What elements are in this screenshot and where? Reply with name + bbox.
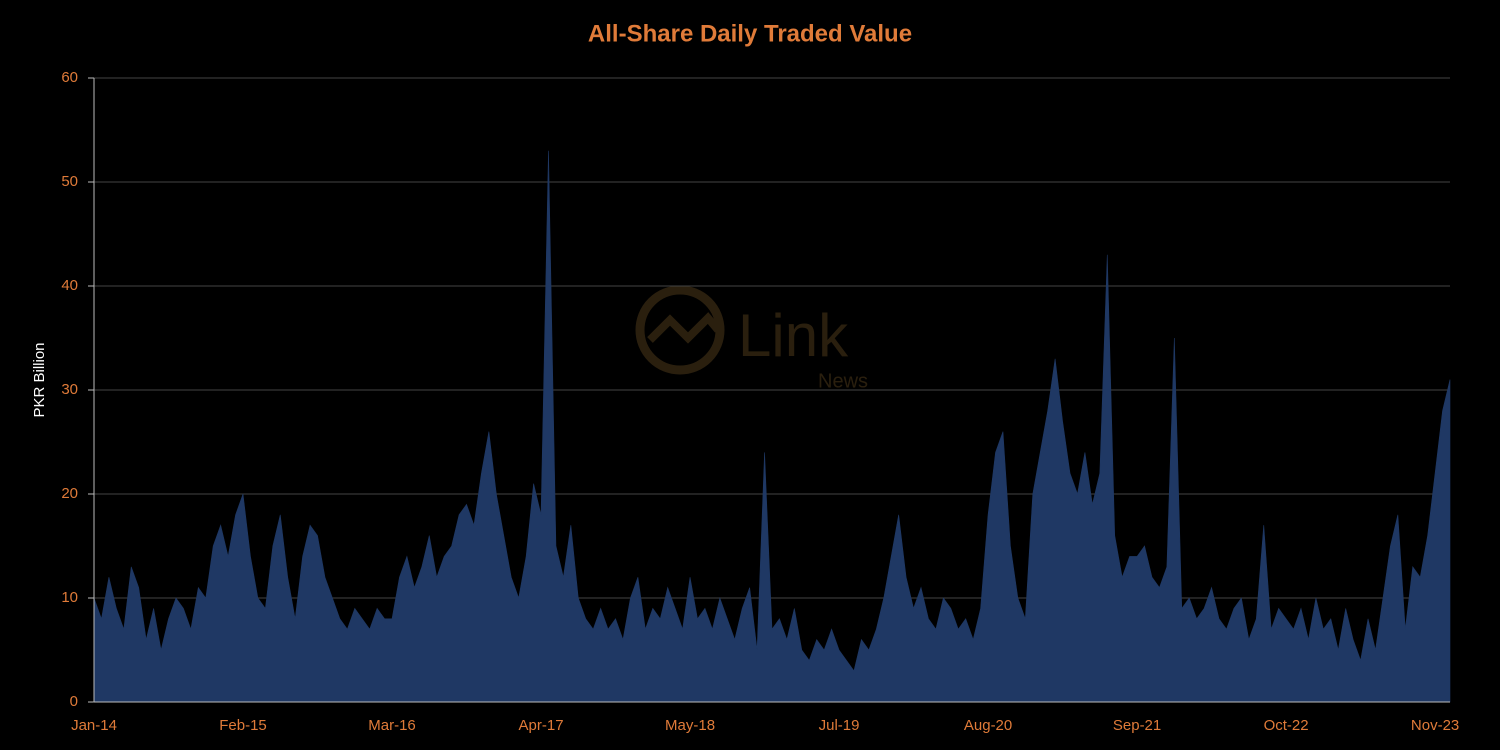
y-tick-label: 30 bbox=[61, 381, 78, 398]
watermark: Link News bbox=[635, 285, 868, 392]
chart-title: All-Share Daily Traded Value bbox=[588, 20, 912, 47]
y-tick-label: 50 bbox=[61, 173, 78, 190]
x-tick-label: Jan-14 bbox=[71, 717, 117, 734]
x-tick-label: Feb-15 bbox=[219, 717, 267, 734]
y-axis-label: PKR Billion bbox=[31, 342, 48, 417]
x-tick-label: Aug-20 bbox=[964, 717, 1012, 734]
x-tick-label: Apr-17 bbox=[519, 717, 564, 734]
y-tick-label: 10 bbox=[61, 589, 78, 606]
watermark-brand: Link bbox=[738, 302, 849, 369]
y-tick-label: 0 bbox=[70, 693, 78, 710]
watermark-sub: News bbox=[818, 370, 868, 392]
x-tick-label: Jul-19 bbox=[819, 717, 860, 734]
area bbox=[93, 150, 1451, 703]
y-tick-label: 60 bbox=[61, 69, 78, 86]
watermark-logo bbox=[635, 285, 725, 375]
y-tick-label: 20 bbox=[61, 485, 78, 502]
x-tick-label: Sep-21 bbox=[1113, 717, 1161, 734]
y-tick-label: 40 bbox=[61, 277, 78, 294]
watermark-logo-line bbox=[647, 312, 722, 344]
x-tick-label: May-18 bbox=[665, 717, 715, 734]
x-tick-label: Mar-16 bbox=[368, 717, 416, 734]
x-tick-label: Nov-23 bbox=[1411, 717, 1459, 734]
x-tick-label: Oct-22 bbox=[1264, 717, 1309, 734]
